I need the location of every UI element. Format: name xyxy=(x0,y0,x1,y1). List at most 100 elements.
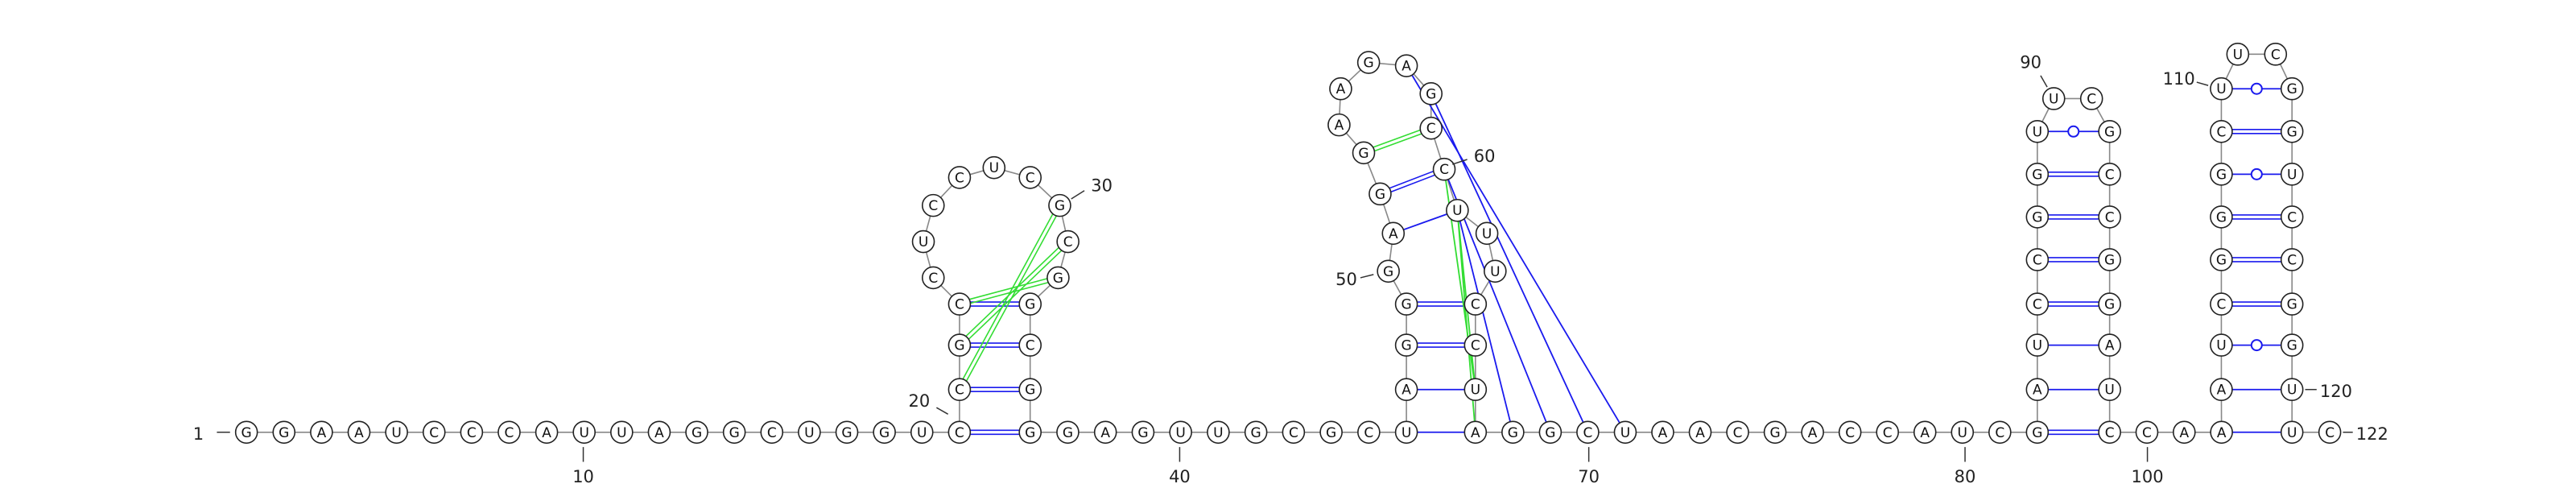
nucleotide-circle xyxy=(1726,420,1749,445)
nucleotide: C xyxy=(2271,47,2281,63)
nucleotide-circle xyxy=(1282,420,1306,445)
base-pair xyxy=(960,242,1070,347)
nucleotide-circle xyxy=(2280,333,2304,357)
nucleotide: G xyxy=(2216,209,2227,225)
nucleotide: C xyxy=(1471,297,1480,313)
nucleotide-circle xyxy=(2098,163,2121,186)
nucleotide: A xyxy=(1402,59,1411,75)
nucleotide: U xyxy=(1620,425,1630,441)
nucleotide: A xyxy=(1336,81,1346,97)
nucleotide: C xyxy=(1026,170,1035,186)
nucleotide: G xyxy=(954,338,964,354)
nucleotide-circle xyxy=(1463,292,1488,316)
label-tick xyxy=(2040,75,2048,88)
nucleotide: U xyxy=(2104,383,2114,399)
nucleotide: C xyxy=(1995,425,2004,441)
nucleotide: A xyxy=(354,425,364,441)
nucleotide: G xyxy=(2287,124,2297,140)
nucleotide-circle xyxy=(1484,259,1507,283)
nucleotide: G xyxy=(1358,146,1368,162)
nucleotide-circle xyxy=(1432,157,1456,181)
nucleotide-circle xyxy=(2025,292,2050,316)
nucleotide-circle xyxy=(1056,420,1080,445)
nucleotide-circle xyxy=(760,420,784,445)
nucleotide: C xyxy=(2287,209,2297,225)
nucleotide-circle xyxy=(2098,292,2121,316)
nucleotide-circle xyxy=(911,230,935,254)
nucleotide-circle xyxy=(798,420,821,445)
position-label: 60 xyxy=(1474,147,1496,166)
nucleotide-circle xyxy=(2280,248,2304,271)
nucleotide: A xyxy=(2217,383,2227,399)
base-pair xyxy=(1456,210,1514,433)
nucleotide: G xyxy=(1364,56,1374,72)
nucleotide: C xyxy=(1733,425,1743,441)
nucleotide: G xyxy=(1326,425,1336,441)
nucleotide: U xyxy=(2033,124,2042,140)
nucleotide-circle xyxy=(947,292,972,316)
nucleotide: C xyxy=(1583,425,1592,441)
base-pair xyxy=(960,279,1059,307)
nucleotide: C xyxy=(2087,91,2096,107)
wobble-pair xyxy=(2250,167,2263,180)
nucleotide-circle xyxy=(1446,198,1469,222)
nucleotide: U xyxy=(2287,425,2297,441)
nucleotide: C xyxy=(955,425,964,441)
nucleotide-circle xyxy=(947,420,972,445)
nucleotide-circle xyxy=(272,420,296,445)
nucleotide: U xyxy=(579,425,588,441)
nucleotide: G xyxy=(2216,252,2227,268)
nucleotide: A xyxy=(1808,425,1818,441)
nucleotide-circle xyxy=(2210,420,2233,445)
nucleotide-circle xyxy=(2098,333,2121,357)
nucleotide: A xyxy=(1471,425,1480,441)
nucleotide-circle xyxy=(2025,333,2050,357)
position-label: 10 xyxy=(572,467,594,486)
nucleotide: C xyxy=(1471,338,1480,354)
nucleotide-circle xyxy=(1475,221,1499,246)
nucleotide: G xyxy=(1025,425,1035,441)
nucleotide: C xyxy=(2105,425,2115,441)
nucleotide-circle xyxy=(1093,420,1117,445)
nucleotide: G xyxy=(1402,338,1412,354)
nucleotide: C xyxy=(1026,338,1035,354)
nucleotide: C xyxy=(2033,252,2042,268)
nucleotide-circle xyxy=(2210,292,2233,316)
nucleotide: C xyxy=(1883,425,1893,441)
nucleotide-circle xyxy=(1131,420,1155,445)
nucleotide-circle xyxy=(310,420,333,445)
nucleotide: G xyxy=(2287,81,2297,97)
nucleotide: A xyxy=(1335,118,1344,134)
position-label: 50 xyxy=(1335,270,1357,289)
nucleotide: G xyxy=(1426,86,1436,102)
nucleotide: G xyxy=(1375,187,1385,203)
nucleotide: U xyxy=(1482,226,1492,242)
nucleotide: G xyxy=(841,425,852,441)
nucleotide-circle xyxy=(1394,378,1418,402)
label-tick xyxy=(1071,190,1085,200)
base-pair xyxy=(1379,167,1444,193)
nucleotide-circle xyxy=(1018,378,1042,402)
nucleotide: C xyxy=(505,425,514,441)
nucleotide-circle xyxy=(982,155,1006,180)
nucleotide-circle xyxy=(1046,266,1070,290)
nucleotide-circle xyxy=(1576,420,1600,445)
nucleotide: A xyxy=(317,425,327,441)
nucleotide: A xyxy=(1695,425,1705,441)
nucleotide: G xyxy=(1545,425,1555,441)
nucleotide-circle xyxy=(2280,292,2304,316)
position-label: 122 xyxy=(2356,424,2388,444)
label-tick xyxy=(935,407,949,415)
wobble-pair xyxy=(2067,125,2080,138)
nucleotide-circle xyxy=(1876,420,1900,445)
base-pair xyxy=(1406,65,1626,433)
nucleotide: A xyxy=(2217,425,2227,441)
nucleotide-circle xyxy=(2025,205,2050,229)
nucleotide: A xyxy=(2179,425,2189,441)
nucleotide-circle xyxy=(1329,77,1352,101)
nucleotide: C xyxy=(928,271,938,287)
nucleotide: C xyxy=(1439,162,1449,178)
nucleotide: G xyxy=(2032,209,2042,225)
nucleotide-circle xyxy=(873,420,896,445)
nucleotide: A xyxy=(2105,338,2115,354)
